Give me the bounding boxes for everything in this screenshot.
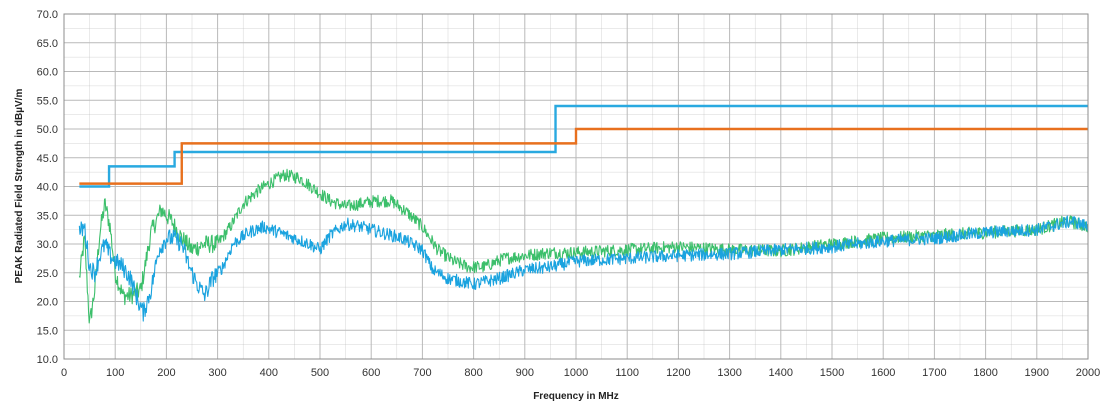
x-tick-label: 1100 bbox=[615, 367, 639, 379]
x-axis-title: Frequency in MHz bbox=[533, 391, 619, 402]
x-tick-label: 900 bbox=[516, 367, 534, 379]
x-tick-label: 1300 bbox=[717, 367, 741, 379]
x-tick-label: 300 bbox=[208, 367, 226, 379]
y-tick-label: 65.0 bbox=[37, 38, 58, 50]
x-tick-label: 0 bbox=[61, 367, 67, 379]
x-tick-label: 1200 bbox=[666, 367, 690, 379]
x-tick-label: 1800 bbox=[973, 367, 997, 379]
y-tick-label: 40.0 bbox=[37, 182, 58, 194]
x-tick-label: 1500 bbox=[820, 367, 844, 379]
series-layer bbox=[78, 104, 1089, 324]
measurement-trace bbox=[78, 215, 1089, 322]
x-tick-label: 700 bbox=[413, 367, 431, 379]
x-tick-label: 500 bbox=[311, 367, 329, 379]
y-tick-label: 55.0 bbox=[37, 95, 58, 107]
x-tick-label: 1000 bbox=[564, 367, 588, 379]
y-tick-label: 25.0 bbox=[37, 268, 58, 280]
x-tick-label: 200 bbox=[157, 367, 175, 379]
x-tick-label: 1900 bbox=[1025, 367, 1049, 379]
x-tick-label: 1700 bbox=[922, 367, 946, 379]
limit-line bbox=[79, 104, 1088, 188]
y-tick-labels: 10.0 15.0 20.0 25.0 30.0 35.0 40.0 45.0 50.0 55.0… bbox=[37, 9, 58, 366]
y-tick-label: 30.0 bbox=[37, 239, 58, 251]
plot-frame bbox=[63, 13, 1089, 360]
y-tick-label: 15.0 bbox=[37, 325, 58, 337]
x-tick-label: 1400 bbox=[769, 367, 793, 379]
y-tick-label: 45.0 bbox=[37, 153, 58, 165]
grid bbox=[63, 13, 1089, 360]
x-tick-label: 1600 bbox=[871, 367, 895, 379]
measurement-trace bbox=[78, 168, 1089, 324]
x-tick-label: 600 bbox=[362, 367, 380, 379]
y-tick-label: 20.0 bbox=[37, 297, 58, 309]
x-tick-labels: 0 100 200 300 400 500 600 700 800 900 1000 1100 1200… bbox=[61, 367, 1100, 379]
x-tick-label: 100 bbox=[106, 367, 124, 379]
y-tick-label: 60.0 bbox=[37, 67, 58, 79]
limit-line bbox=[79, 127, 1088, 185]
x-tick-label: 800 bbox=[464, 367, 482, 379]
y-axis-title: PEAK Radiated Field Strength in dBµV/m bbox=[14, 89, 25, 284]
y-tick-label: 10.0 bbox=[37, 354, 58, 366]
y-tick-label: 35.0 bbox=[37, 210, 58, 222]
x-tick-label: 400 bbox=[260, 367, 278, 379]
y-tick-label: 70.0 bbox=[37, 9, 58, 21]
x-tick-label: 2000 bbox=[1076, 367, 1100, 379]
y-tick-label: 50.0 bbox=[37, 124, 58, 136]
